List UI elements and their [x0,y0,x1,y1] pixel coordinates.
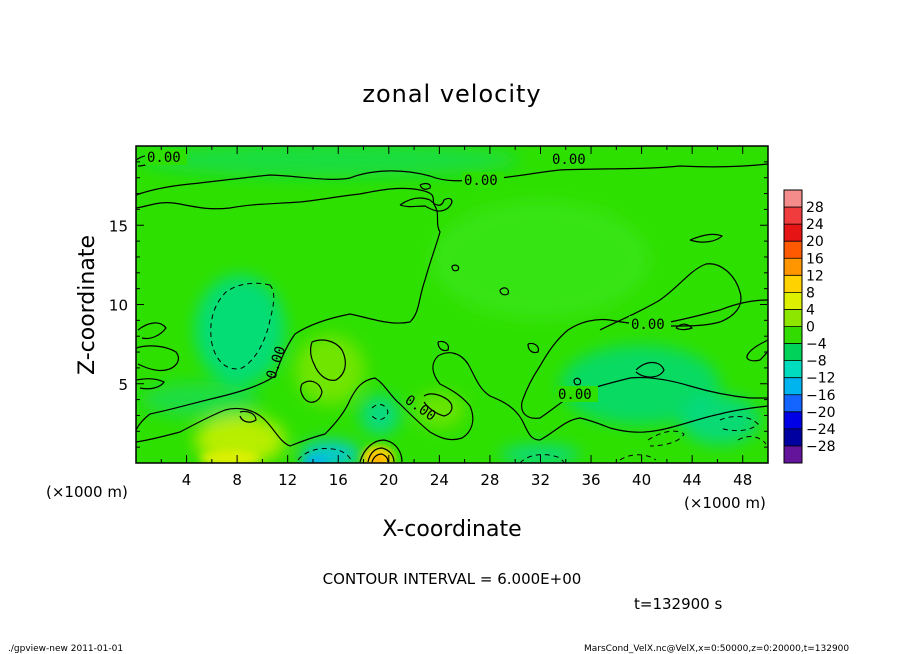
colorbar-label: 12 [806,268,824,284]
colorbar-swatch [784,241,802,259]
colorbar-label: 8 [806,285,815,301]
colorbar-label: −20 [806,405,836,421]
colorbar-label: −8 [806,354,827,370]
y-tick-label: 5 [118,376,128,394]
x-axis-title: X-coordinate [382,517,521,542]
x-axis-unit-left: (×1000 m) [46,483,128,501]
x-tick-label: 20 [379,471,398,489]
contour-label: 0.00 [464,173,498,189]
x-tick-label: 16 [329,471,348,489]
x-tick-label: 48 [733,471,752,489]
colorbar-swatch [784,190,802,208]
colorbar-label: 24 [806,217,824,233]
x-axis: 4 8 12 16 20 24 28 32 36 40 44 48 [160,146,752,489]
colorbar-swatch [784,292,802,310]
x-tick-label: 32 [531,471,550,489]
y-tick-label: 15 [109,217,128,235]
colorbar-label: −24 [806,422,836,438]
colorbar-swatch [784,428,802,447]
colorbar-label: −12 [806,371,836,387]
x-axis-unit-right: (×1000 m) [684,494,766,512]
colorbar-label: 4 [806,302,815,318]
colorbar-label: −16 [806,388,836,404]
footer-left: ./gpview-new 2011-01-01 [8,644,123,654]
y-axis: 5 10 15 [109,161,768,448]
contour-label: 0.00 [558,387,592,403]
footer-right: MarsCond_VelX.nc@VelX,x=0:50000,z=0:2000… [584,644,849,654]
colorbar-swatch [784,394,802,413]
colorbar-label: 28 [806,200,824,216]
y-axis-title: Z-coordinate [75,235,100,375]
x-tick-label: 4 [182,471,192,489]
contour-label: 0.00 [552,152,586,168]
contour-label: 0.00 [147,150,181,166]
x-tick-label: 8 [232,471,242,489]
colorbar-swatch [784,411,802,430]
time-label: t=132900 s [634,595,722,613]
y-tick-label: 10 [109,297,128,315]
colorbar-label: 0 [806,320,815,336]
colorbar-label: −28 [806,439,836,455]
colorbar-label: 20 [806,234,824,250]
colorbar-swatch [784,445,802,464]
colorbar-swatch [784,360,802,378]
colorbar-swatch [784,326,802,344]
colorbar-label: −4 [806,337,827,353]
contour-interval-text: CONTOUR INTERVAL = 6.000E+00 [323,570,582,588]
x-tick-label: 44 [683,471,702,489]
x-tick-label: 36 [581,471,600,489]
colorbar-swatch [784,343,802,361]
colorbar-label: 16 [806,251,824,267]
colorbar-swatch [784,224,802,242]
x-tick-label: 12 [278,471,297,489]
plot-area: 0.00 0.00 0.00 0.00 0.00 0.00 0.00 [136,146,768,463]
x-tick-label: 40 [632,471,651,489]
contour-label: 0.00 [631,317,665,333]
chart-title: zonal velocity [362,80,541,108]
x-tick-label: 24 [430,471,449,489]
colorbar-swatch [784,258,802,276]
colorbar-swatch [784,275,802,293]
colorbar-swatch [784,207,802,225]
colorbar-swatch [784,377,802,396]
colorbar-swatch [784,309,802,327]
x-tick-label: 28 [480,471,499,489]
